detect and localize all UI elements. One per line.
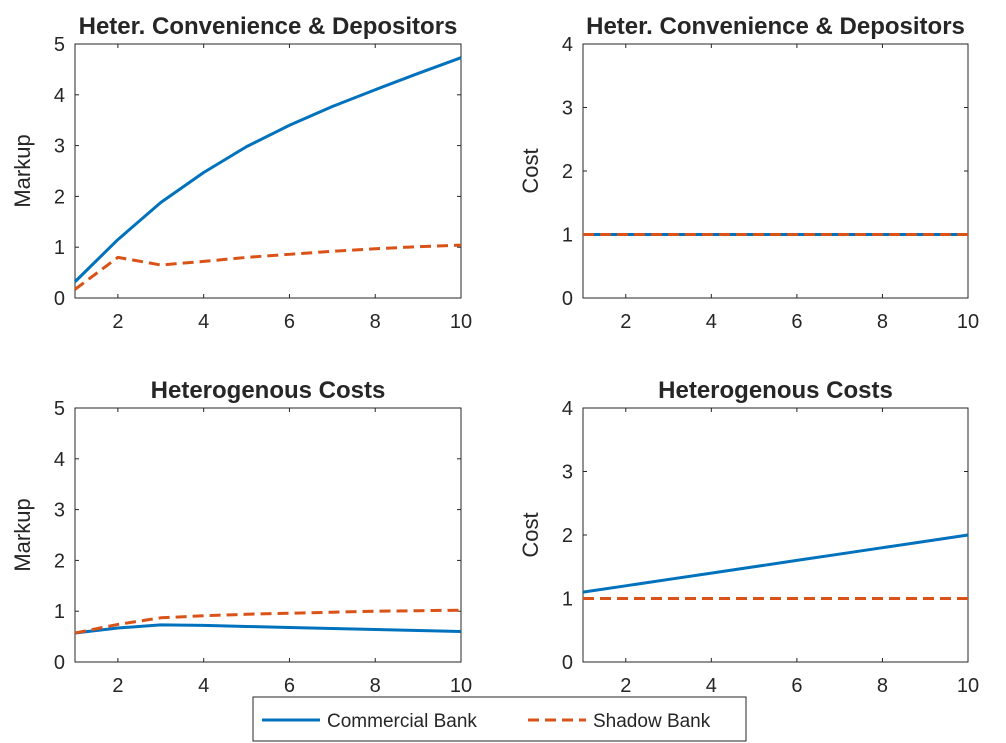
axes-box [582, 407, 969, 663]
panel-top-left: Heter. Convenience & Depositors Markup 2 4 6… [10, 13, 472, 333]
x-tick-label: 4 [706, 675, 717, 697]
x-tick-label: 8 [877, 311, 888, 333]
y-tick-label: 3 [562, 98, 573, 120]
x-tick-label: 10 [957, 675, 979, 697]
y-tick-label: 0 [54, 652, 65, 674]
panel-title: Heter. Convenience & Depositors [586, 13, 965, 40]
x-tick-label: 8 [877, 675, 888, 697]
y-axis-label: Markup [10, 134, 35, 207]
axes-box [74, 407, 462, 663]
y-tick-label: 4 [562, 398, 573, 420]
axes-box [582, 43, 969, 299]
y-tick-label: 2 [54, 186, 65, 208]
x-tick-label: 8 [370, 675, 381, 697]
x-tick-label: 10 [957, 311, 979, 333]
x-tick-label: 8 [370, 311, 381, 333]
panel-bottom-left: Heterogenous Costs Markup 2 4 6 8 10 0 1 2 3 4 5 [10, 377, 472, 697]
shadow-bank-line [74, 243, 462, 291]
legend: Commercial Bank Shadow Bank [252, 696, 747, 742]
y-tick-label: 3 [54, 136, 65, 158]
y-tick-label: 0 [562, 652, 573, 674]
panel-top-right: Heter. Convenience & Depositors Cost 2 4 6 8 1… [518, 13, 979, 333]
x-tick-label: 6 [284, 311, 295, 333]
x-tick-label: 10 [450, 675, 472, 697]
y-tick-label: 4 [54, 449, 65, 471]
y-tick-label: 3 [54, 500, 65, 522]
y-tick-label: 1 [562, 225, 573, 247]
y-tick-label: 2 [562, 525, 573, 547]
legend-box [252, 696, 747, 742]
x-tick-label: 2 [620, 675, 631, 697]
y-tick-label: 1 [562, 589, 573, 611]
x-tick-label: 6 [791, 311, 802, 333]
y-tick-label: 1 [54, 237, 65, 259]
x-tick-label: 2 [112, 311, 123, 333]
x-tick-label: 6 [284, 675, 295, 697]
x-tick-label: 4 [198, 675, 209, 697]
legend-commercial-label: Commercial Bank [327, 711, 477, 732]
y-tick-label: 4 [54, 85, 65, 107]
x-tick-label: 4 [198, 311, 209, 333]
y-axis-label: Cost [518, 148, 543, 193]
x-tick-label: 2 [620, 311, 631, 333]
y-tick-label: 1 [54, 601, 65, 623]
y-tick-label: 5 [54, 34, 65, 56]
axes-box [74, 43, 462, 299]
y-tick-label: 0 [562, 288, 573, 310]
x-tick-label: 4 [706, 311, 717, 333]
y-tick-label: 3 [562, 462, 573, 484]
panel-title: Heterogenous Costs [151, 377, 386, 404]
legend-shadow-label: Shadow Bank [593, 711, 711, 732]
x-tick-label: 2 [112, 675, 123, 697]
y-tick-label: 2 [54, 550, 65, 572]
panel-title: Heterogenous Costs [658, 377, 893, 404]
panel-title: Heter. Convenience & Depositors [79, 13, 458, 40]
shadow-bank-line [74, 608, 462, 635]
commercial-bank-line [73, 56, 462, 283]
y-axis-label: Cost [518, 512, 543, 557]
x-tick-label: 10 [450, 311, 472, 333]
y-tick-label: 5 [54, 398, 65, 420]
y-tick-label: 2 [562, 161, 573, 183]
y-tick-label: 4 [562, 34, 573, 56]
y-tick-label: 0 [54, 288, 65, 310]
panel-bottom-right: Heterogenous Costs Cost 2 4 6 8 10 0 1 2 3 4 [518, 377, 979, 697]
y-axis-label: Markup [10, 498, 35, 571]
commercial-bank-line [74, 623, 462, 635]
x-tick-label: 6 [791, 675, 802, 697]
commercial-bank-line [582, 533, 969, 594]
